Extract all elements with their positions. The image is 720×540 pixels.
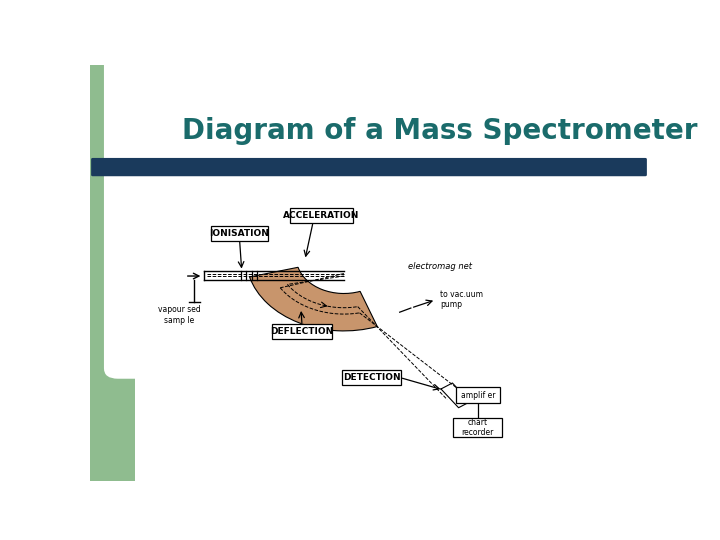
FancyBboxPatch shape [454, 418, 503, 436]
FancyBboxPatch shape [104, 55, 176, 379]
Text: vapour sed
samp le: vapour sed samp le [158, 306, 201, 325]
FancyBboxPatch shape [91, 158, 647, 176]
FancyBboxPatch shape [272, 324, 332, 339]
FancyBboxPatch shape [342, 370, 401, 385]
Bar [90, 65, 154, 481]
Wedge shape [250, 267, 377, 331]
Text: ACCELERATION: ACCELERATION [284, 211, 360, 220]
FancyBboxPatch shape [212, 226, 268, 241]
Text: IONISATION: IONISATION [210, 229, 269, 238]
Text: DETECTION: DETECTION [343, 373, 400, 382]
Text: electromag net: electromag net [408, 262, 472, 271]
Text: Diagram of a Mass Spectrometer: Diagram of a Mass Spectrometer [182, 117, 698, 145]
Text: amplif er: amplif er [461, 391, 495, 400]
Text: to vac.uum
pump: to vac.uum pump [441, 290, 483, 309]
Text: chart
recorder: chart recorder [462, 417, 494, 437]
FancyBboxPatch shape [289, 208, 354, 223]
FancyBboxPatch shape [456, 388, 500, 403]
Text: DEFLECTION: DEFLECTION [271, 327, 333, 336]
